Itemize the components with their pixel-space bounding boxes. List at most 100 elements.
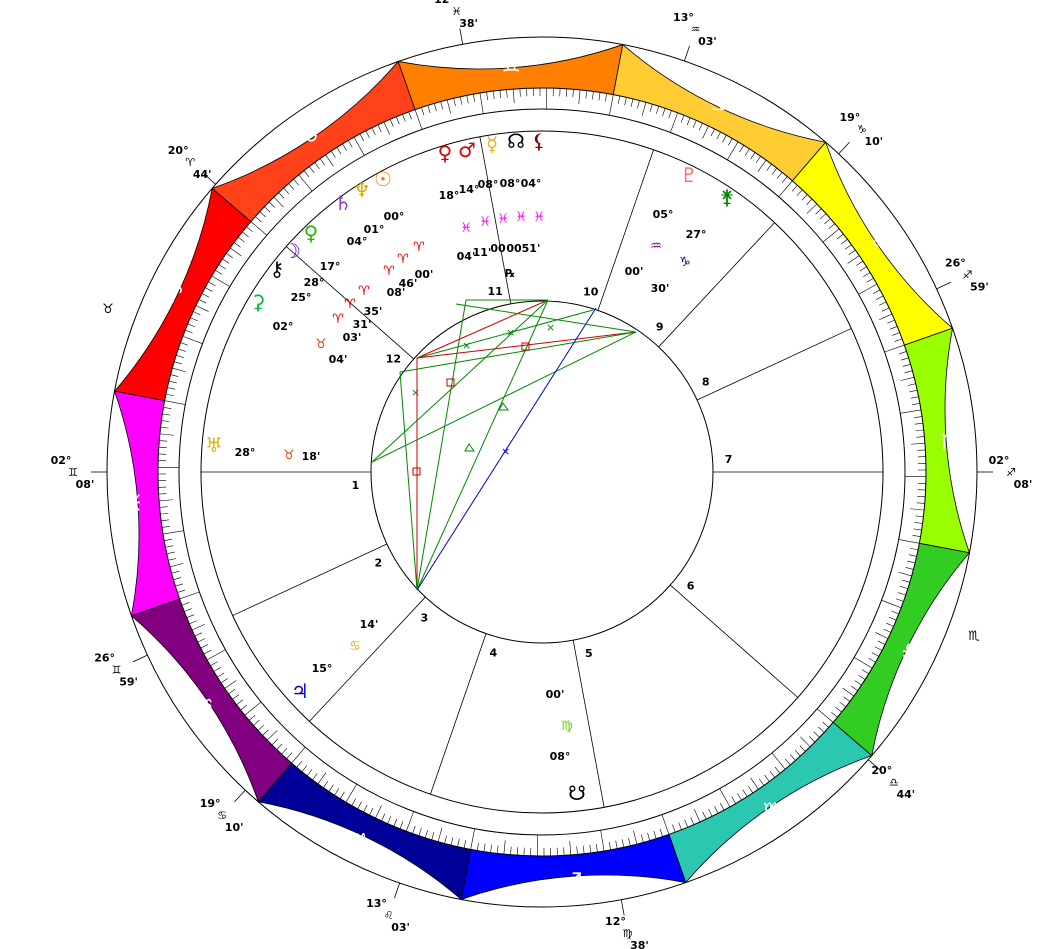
- position-text: 25°: [291, 291, 312, 304]
- svg-text:08': 08': [1014, 478, 1033, 491]
- planet-uranus: ♅: [205, 433, 223, 457]
- sign-glyph-leo: ♌: [870, 230, 890, 255]
- position-text: 00': [415, 268, 434, 281]
- sign-glyph-capricorn: ♑: [355, 830, 375, 855]
- cusp-label: 19°♋10': [200, 797, 244, 834]
- position-sign-glyph: ♓: [533, 210, 545, 225]
- position-text: 08°: [478, 178, 499, 191]
- svg-text:×: ×: [546, 321, 555, 334]
- position-text: ℞: [505, 267, 515, 280]
- cusp-label: 13°♌03': [366, 897, 410, 934]
- house-number-10: 10: [583, 285, 599, 298]
- position-text: 14°: [459, 183, 480, 196]
- house-number-5: 5: [585, 647, 593, 660]
- planet-uranus2: ⚵: [720, 185, 735, 209]
- svg-text:♐: ♐: [1006, 466, 1016, 479]
- position-text: 18°: [439, 189, 460, 202]
- planet-moon: ☽: [283, 239, 301, 263]
- house-number-4: 4: [489, 647, 497, 660]
- sign-glyph-aries: ♈: [163, 283, 183, 308]
- position-text: 03': [343, 331, 362, 344]
- planet-sun: ☉: [374, 167, 392, 191]
- position-text: 28°: [304, 276, 325, 289]
- planet-glyphs: ♀ ♂ ☿ ☊ ⚸☉♆♄♀☽⚷⚳♅♃♇⚵☋: [205, 129, 734, 805]
- position-sign-glyph: ♉: [315, 337, 327, 352]
- svg-text:10': 10': [865, 135, 884, 148]
- cusp-label: 26°♐59': [945, 257, 989, 294]
- sign-glyph-gemini: ♊: [501, 53, 521, 78]
- svg-text:20°: 20°: [871, 764, 892, 777]
- position-text: 28°: [235, 446, 256, 459]
- svg-text:44': 44': [193, 168, 212, 181]
- svg-text:♈: ♈: [185, 156, 195, 169]
- planet-chiron: ⚷: [270, 257, 285, 281]
- svg-text:03': 03': [391, 921, 410, 934]
- aspect-lines: × × × × ×: [371, 299, 637, 591]
- cusp-label: 02°♊08': [51, 454, 95, 491]
- svg-text:×: ×: [506, 326, 515, 339]
- position-text: 11': [473, 246, 492, 259]
- svg-text:♑: ♑: [857, 123, 867, 136]
- position-text: 15°: [312, 662, 333, 675]
- planet-snode: ☋: [568, 781, 586, 805]
- svg-text:♓: ♓: [452, 5, 462, 18]
- svg-text:×: ×: [462, 339, 471, 352]
- svg-text:♐: ♐: [962, 269, 972, 282]
- position-sign-glyph: ♋: [349, 639, 361, 654]
- house-cusp-lines: [91, 28, 993, 916]
- position-sign-glyph: ♍: [561, 719, 573, 734]
- svg-text:26°: 26°: [94, 651, 115, 664]
- position-sign-glyph: ♈: [344, 297, 356, 312]
- house-number-6: 6: [687, 580, 695, 593]
- svg-text:♊: ♊: [68, 466, 78, 479]
- svg-text:12°: 12°: [434, 0, 455, 6]
- svg-text:×: ×: [411, 386, 420, 399]
- sign-glyph-cancer: ♋: [710, 92, 730, 117]
- position-text: 08°: [500, 177, 521, 190]
- position-text: 14': [360, 618, 379, 631]
- svg-text:♒: ♒: [691, 23, 701, 36]
- svg-text:44': 44': [896, 788, 915, 801]
- cusp-label: 12°♍38': [605, 915, 649, 949]
- planet-venus2: ♀: [304, 221, 319, 245]
- position-sign-glyph: ♈: [383, 264, 395, 279]
- position-text: 31': [353, 318, 372, 331]
- planet-pluto: ♇: [680, 163, 698, 187]
- svg-text:08': 08': [76, 478, 95, 491]
- svg-text:♋: ♋: [217, 809, 227, 822]
- position-text: 00: [490, 242, 506, 255]
- position-sign-glyph: ♈: [397, 252, 409, 267]
- svg-text:59': 59': [119, 675, 138, 688]
- position-text: 30': [651, 282, 670, 295]
- planet-lilith: ⚸: [532, 129, 547, 153]
- svg-text:59': 59': [970, 281, 989, 294]
- planet-position-labels: 00°01°04°17°28°25°02°00'46'08'35'31'03'0…: [235, 177, 707, 763]
- sign-glyph-aquarius: ♒: [194, 692, 214, 717]
- position-text: 02°: [273, 320, 294, 333]
- svg-text:02°: 02°: [51, 454, 72, 467]
- position-sign-glyph: ♓: [479, 215, 491, 230]
- position-text: 18': [302, 450, 321, 463]
- house-number-1: 1: [352, 479, 360, 492]
- house-number-8: 8: [702, 376, 710, 389]
- intercepted-sign: ♏: [968, 629, 980, 644]
- svg-text:02°: 02°: [989, 454, 1010, 467]
- position-text: 05°: [653, 208, 674, 221]
- position-text: 08': [387, 286, 406, 299]
- position-sign-glyph: ♈: [413, 240, 425, 255]
- cusp-label: 13°♒03': [673, 11, 717, 48]
- position-text: 35': [364, 305, 383, 318]
- position-text: 04°: [521, 177, 542, 190]
- svg-text:03': 03': [698, 35, 717, 48]
- intercepted-sign: ♉: [102, 302, 114, 317]
- planet-ceres: ⚳: [251, 290, 266, 314]
- house-number-9: 9: [656, 321, 664, 334]
- position-text: 04': [329, 353, 348, 366]
- position-sign-glyph: ♉: [283, 448, 295, 463]
- position-sign-glyph: ♈: [332, 312, 344, 327]
- position-text: 17°: [320, 260, 341, 273]
- planet-mercury: ☿: [486, 132, 498, 156]
- svg-text:10': 10': [225, 821, 244, 834]
